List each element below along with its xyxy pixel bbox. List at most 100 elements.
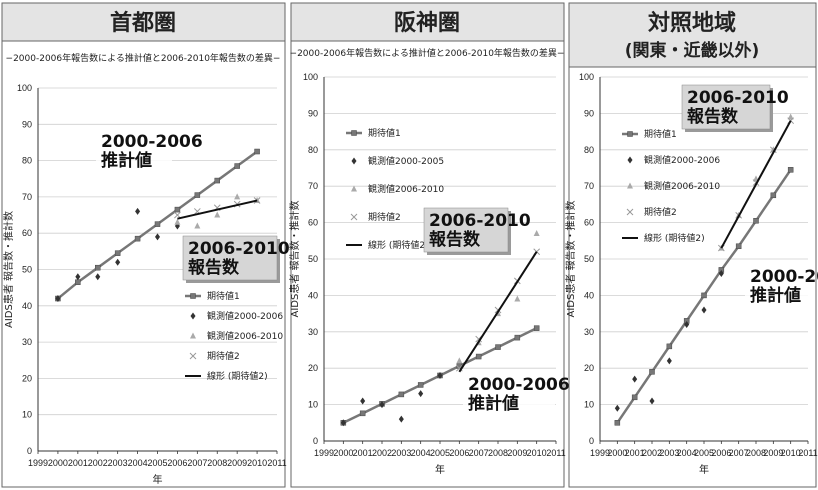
panel-2-ytick-label: 90	[308, 108, 318, 118]
panel-3-y-axis-label: AIDS患者 報告数・推計数	[564, 200, 577, 317]
panel-2-callout-1-line-2: 報告数	[429, 229, 481, 250]
panel-3-legend-label: 観測値2000-2006	[644, 154, 720, 166]
panel-1-series-1-point	[194, 192, 201, 198]
panel-3-series-2-point	[684, 321, 690, 329]
panel-2-callout-1-box	[423, 207, 509, 253]
panel-1-ytick-label: 100	[17, 83, 32, 93]
panel-2-legend-swatch	[350, 213, 358, 221]
panel-3-series-2-point	[649, 397, 655, 405]
panel-1-callout-1-line-2: 推計値	[101, 150, 152, 171]
panel-3-ytick-label: 40	[584, 290, 594, 300]
panel-1-callout-1-line-1: 2000-2006	[101, 132, 203, 152]
panel-3-xtick-label: 2004	[677, 448, 697, 458]
panel-2-series-2-point	[398, 415, 404, 423]
panel-3-series-1-point	[770, 192, 777, 199]
panel-3-legend-label: 観測値2006-2010	[644, 180, 720, 192]
panel-3-series-2-point	[701, 306, 707, 314]
panel-2-series-1-point	[359, 410, 366, 417]
panel-2-ytick-label: 20	[308, 363, 318, 373]
panel-3-series-5	[720, 120, 792, 249]
panel-2-series-1-point	[398, 391, 405, 398]
panel-1-xtick-label: 2000	[48, 458, 68, 468]
panel-1-legend-label: 期待値2	[207, 350, 240, 362]
panel-1-xtick-label: 2011	[267, 458, 286, 468]
panel-1-callout-2-line-2: 報告数	[188, 257, 240, 278]
panel-1-x-axis-label: 年	[153, 473, 163, 486]
panel-3-xtick-label: 2003	[659, 448, 679, 458]
panel-2-series-3-point	[514, 295, 521, 302]
panel-2-series-2-point	[360, 397, 366, 405]
panel-2-callout-1-line-1: 2006-2010	[429, 211, 531, 231]
panel-1-ytick-label: 90	[22, 119, 32, 129]
panel-2-xtick-label: 1999	[314, 448, 334, 458]
panel-1-xtick-label: 2006	[167, 458, 187, 468]
panel-1-legend-swatch	[190, 293, 196, 299]
panel-2-title: 阪神圏	[394, 10, 460, 36]
panel-1-series-5	[177, 199, 258, 220]
panel-2-legend-swatch	[351, 130, 357, 136]
panel-1-series-1-point	[234, 163, 240, 169]
panel-1-y-axis-label: AIDS患者 報告数・推計数	[2, 211, 15, 328]
panel-2-callout-2-line-2: 推計値	[468, 393, 519, 414]
panel-1-series-3-point	[194, 222, 201, 229]
panel-2-callout-2-bg	[463, 372, 555, 416]
panel-1-xtick-label: 2010	[247, 458, 267, 468]
panel-3-series-2-point	[632, 375, 638, 383]
panel-1-ytick-label: 20	[22, 373, 32, 383]
panel-1-series-1-point	[174, 206, 181, 213]
panel-2-legend-label: 期待値1	[368, 127, 401, 139]
panel-2-xtick-label: 2002	[372, 448, 392, 458]
panel-1-legend-swatch	[190, 312, 196, 320]
panel-1-series-3-point	[234, 193, 241, 200]
panel-1-xtick-label: 1999	[28, 458, 48, 468]
panel-3-callout-1-box	[681, 84, 771, 130]
panel-1-series-2-point	[55, 295, 61, 303]
panel-3-ytick-label: 90	[584, 108, 594, 118]
panel-1-series-3	[174, 193, 261, 229]
panel-2-series-2	[340, 371, 443, 427]
panel-2-xtick-label: 2008	[488, 448, 508, 458]
panel-3-xtick-label: 2007	[729, 448, 749, 458]
panel-2-series-1-point	[417, 382, 424, 388]
panel-1-trendline	[177, 199, 258, 220]
panel-1-subtitle: −2000-2006年報告数による推計値と2006-2010年報告数の差異−	[6, 52, 281, 64]
panel-1-legend-swatch	[189, 352, 197, 360]
panel-1-series-1-point	[134, 235, 141, 242]
panel-2-xtick-label: 2000	[333, 448, 353, 458]
panel-2-title-band	[290, 2, 565, 42]
panel-1-callout-1-bg	[96, 129, 172, 169]
panel-3-xtick-label: 2006	[711, 448, 731, 458]
panel-1-series-2-point	[95, 273, 101, 281]
panel-3-legend-label: 線形 (期待値2)	[644, 232, 705, 244]
panel-1-ytick-label: 40	[22, 301, 32, 311]
panel-2-legend-swatch	[351, 185, 357, 192]
panel-1-series-1-point	[214, 177, 220, 184]
panel-2-xtick-label: 2010	[527, 448, 547, 458]
panel-3-series-1-point	[735, 243, 742, 250]
panel-1-xtick-label: 2009	[227, 458, 247, 468]
panel-2-callout-2-line-1: 2000-2006	[468, 375, 570, 395]
panel-2-legend-label: 期待値2	[368, 211, 401, 223]
panel-3-title: 対照地域	[648, 10, 736, 36]
panel-3-series-1	[614, 167, 794, 426]
panel-3-legend-label: 期待値1	[644, 128, 677, 140]
panel-3-subtitle: (関東・近畿以外)	[625, 40, 760, 61]
panel-2-ytick-label: 80	[308, 145, 318, 155]
panel-1-ytick-label: 30	[22, 337, 32, 347]
panel-3-legend-label: 期待値2	[644, 206, 677, 218]
panel-1-xtick-label: 2005	[147, 458, 167, 468]
panel-1-series-2-point	[75, 273, 81, 281]
panel-1-callout-2-line-1: 2006-2010	[188, 239, 290, 259]
panel-1-series-2-point	[155, 233, 160, 241]
panel-2-legend-label: 観測値2000-2005	[368, 155, 444, 167]
panel-3-legend-swatch	[627, 156, 633, 164]
panel-1-series-1-point	[114, 250, 121, 256]
panel-2-legend-label: 線形 (期待値2)	[368, 239, 429, 251]
panel-2-ytick-label: 40	[308, 290, 318, 300]
panel-2-ytick-label: 50	[308, 254, 318, 264]
